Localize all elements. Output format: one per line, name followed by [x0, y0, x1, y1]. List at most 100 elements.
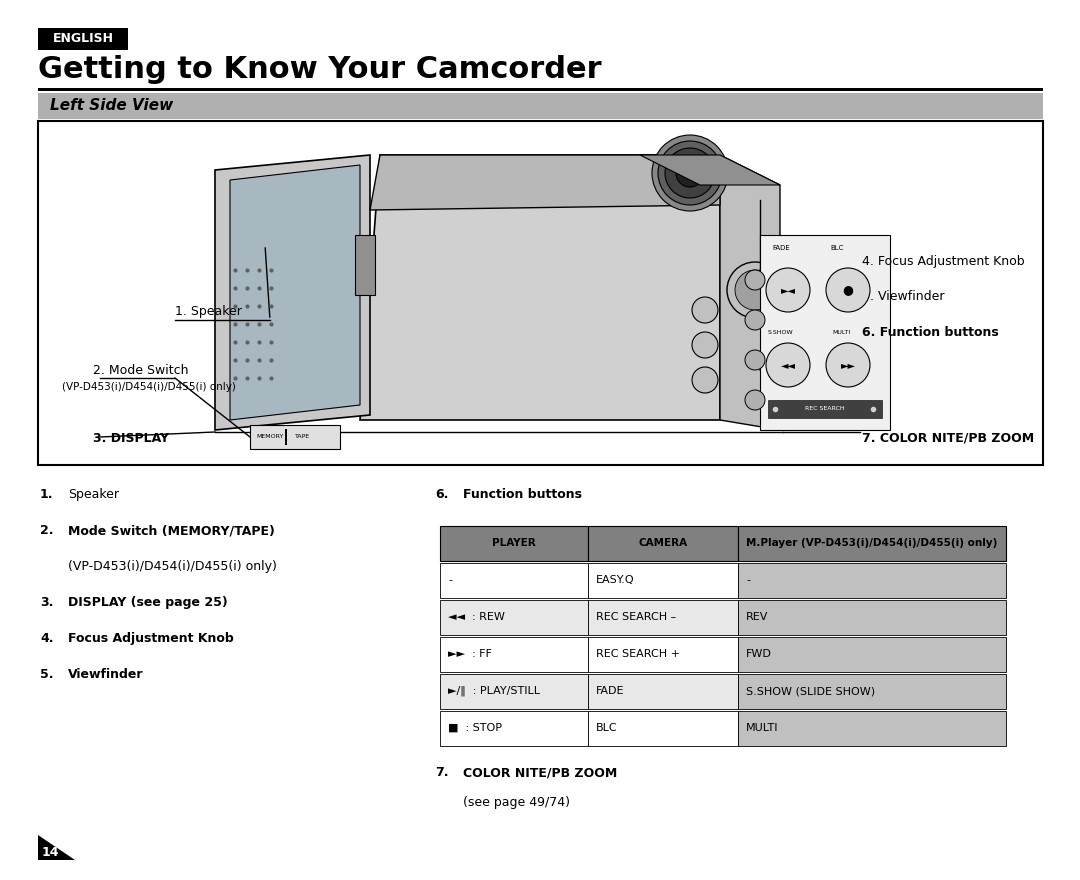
Text: MULTI: MULTI	[746, 723, 779, 733]
Polygon shape	[720, 155, 780, 430]
Bar	[588, 526, 738, 561]
Circle shape	[727, 262, 783, 318]
Bar	[588, 674, 738, 709]
Text: 3.: 3.	[40, 596, 53, 609]
Text: 6.: 6.	[435, 488, 448, 501]
Polygon shape	[215, 155, 370, 430]
Bar	[249, 425, 340, 449]
Text: Mode Switch (MEMORY/TAPE): Mode Switch (MEMORY/TAPE)	[68, 524, 275, 537]
Text: 7. COLOR NITE/PB ZOOM: 7. COLOR NITE/PB ZOOM	[862, 431, 1035, 444]
Bar	[440, 563, 588, 598]
Circle shape	[745, 310, 765, 330]
Text: -: -	[746, 575, 750, 585]
Text: FWD: FWD	[746, 649, 772, 659]
Circle shape	[745, 350, 765, 370]
Text: (see page 49/74): (see page 49/74)	[463, 796, 570, 809]
Circle shape	[652, 135, 728, 211]
Text: CAMERA: CAMERA	[638, 538, 688, 548]
Text: (VP-D453(i)/D454(i)/D455(i) only): (VP-D453(i)/D454(i)/D455(i) only)	[68, 560, 276, 573]
Text: Function buttons: Function buttons	[463, 488, 582, 501]
Bar	[440, 711, 588, 746]
Text: REC SEARCH: REC SEARCH	[806, 407, 845, 412]
Text: FADE: FADE	[596, 686, 624, 696]
Bar	[440, 674, 588, 709]
Bar	[738, 600, 1005, 635]
Text: 7.: 7.	[435, 766, 448, 779]
Text: Speaker: Speaker	[68, 488, 119, 501]
Text: 14: 14	[41, 846, 58, 859]
Circle shape	[745, 390, 765, 410]
Text: Getting to Know Your Camcorder: Getting to Know Your Camcorder	[38, 55, 602, 84]
Text: 1. Speaker: 1. Speaker	[175, 305, 242, 319]
Bar	[738, 674, 1005, 709]
Text: M.Player (VP-D453(i)/D454(i)/D455(i) only): M.Player (VP-D453(i)/D454(i)/D455(i) onl…	[746, 538, 998, 548]
Bar	[738, 526, 1005, 561]
Polygon shape	[370, 155, 720, 210]
Text: MULTI: MULTI	[832, 330, 850, 335]
Circle shape	[692, 297, 718, 323]
Text: 5.: 5.	[40, 668, 54, 681]
Text: ►►: ►►	[840, 360, 855, 370]
Bar	[440, 600, 588, 635]
Text: ENGLISH: ENGLISH	[53, 33, 113, 46]
Text: COLOR NITE/PB ZOOM: COLOR NITE/PB ZOOM	[463, 766, 618, 779]
Circle shape	[826, 268, 870, 312]
Bar	[285, 429, 287, 445]
Polygon shape	[640, 155, 780, 185]
Text: ►◄: ►◄	[781, 285, 796, 295]
Bar	[38, 28, 129, 50]
Text: BLC: BLC	[831, 245, 843, 251]
Bar	[588, 563, 738, 598]
Text: S.SHOW: S.SHOW	[768, 330, 794, 335]
Bar	[738, 637, 1005, 672]
Circle shape	[766, 343, 810, 387]
Text: Focus Adjustment Knob: Focus Adjustment Knob	[68, 632, 233, 645]
Bar	[38, 88, 1043, 91]
Text: ►►  : FF: ►► : FF	[448, 649, 491, 659]
Bar	[38, 93, 1043, 119]
Text: (VP-D453(i)/D454(i)/D455(i) only): (VP-D453(i)/D454(i)/D455(i) only)	[62, 382, 235, 392]
Circle shape	[676, 159, 704, 187]
Bar	[355, 235, 375, 295]
Text: Left Side View: Left Side View	[50, 99, 173, 114]
Polygon shape	[360, 155, 720, 420]
Bar	[588, 711, 738, 746]
Text: 6. Function buttons: 6. Function buttons	[862, 326, 999, 340]
Polygon shape	[38, 835, 75, 860]
Text: REV: REV	[746, 612, 768, 622]
Text: Viewfinder: Viewfinder	[68, 668, 144, 681]
Circle shape	[826, 343, 870, 387]
Circle shape	[692, 367, 718, 393]
Text: FADE: FADE	[772, 245, 789, 251]
Text: 4.: 4.	[40, 632, 54, 645]
Bar	[760, 235, 890, 430]
Text: 4. Focus Adjustment Knob: 4. Focus Adjustment Knob	[862, 255, 1025, 268]
Text: ◄◄  : REW: ◄◄ : REW	[448, 612, 504, 622]
Text: DISPLAY (see page 25): DISPLAY (see page 25)	[68, 596, 228, 609]
Circle shape	[658, 141, 723, 205]
Text: MEMORY: MEMORY	[256, 435, 283, 439]
Text: S.SHOW (SLIDE SHOW): S.SHOW (SLIDE SHOW)	[746, 686, 875, 696]
Bar	[38, 121, 1043, 465]
Bar	[738, 711, 1005, 746]
Circle shape	[735, 270, 775, 310]
Bar	[588, 600, 738, 635]
Circle shape	[665, 148, 715, 198]
Bar	[768, 400, 882, 418]
Bar	[440, 526, 588, 561]
Text: ●: ●	[842, 283, 853, 297]
Text: TAPE: TAPE	[295, 435, 310, 439]
Polygon shape	[230, 165, 360, 420]
Text: ►/‖  : PLAY/STILL: ►/‖ : PLAY/STILL	[448, 686, 540, 696]
Bar	[440, 637, 588, 672]
Text: REC SEARCH +: REC SEARCH +	[596, 649, 680, 659]
Text: 5. Viewfinder: 5. Viewfinder	[862, 290, 945, 304]
Text: -: -	[448, 575, 453, 585]
Bar	[738, 563, 1005, 598]
Text: 1.: 1.	[40, 488, 54, 501]
Text: ■  : STOP: ■ : STOP	[448, 723, 502, 733]
Circle shape	[692, 332, 718, 358]
Circle shape	[745, 270, 765, 290]
Text: 3. DISPLAY: 3. DISPLAY	[93, 431, 168, 444]
Text: PLAYER: PLAYER	[492, 538, 536, 548]
